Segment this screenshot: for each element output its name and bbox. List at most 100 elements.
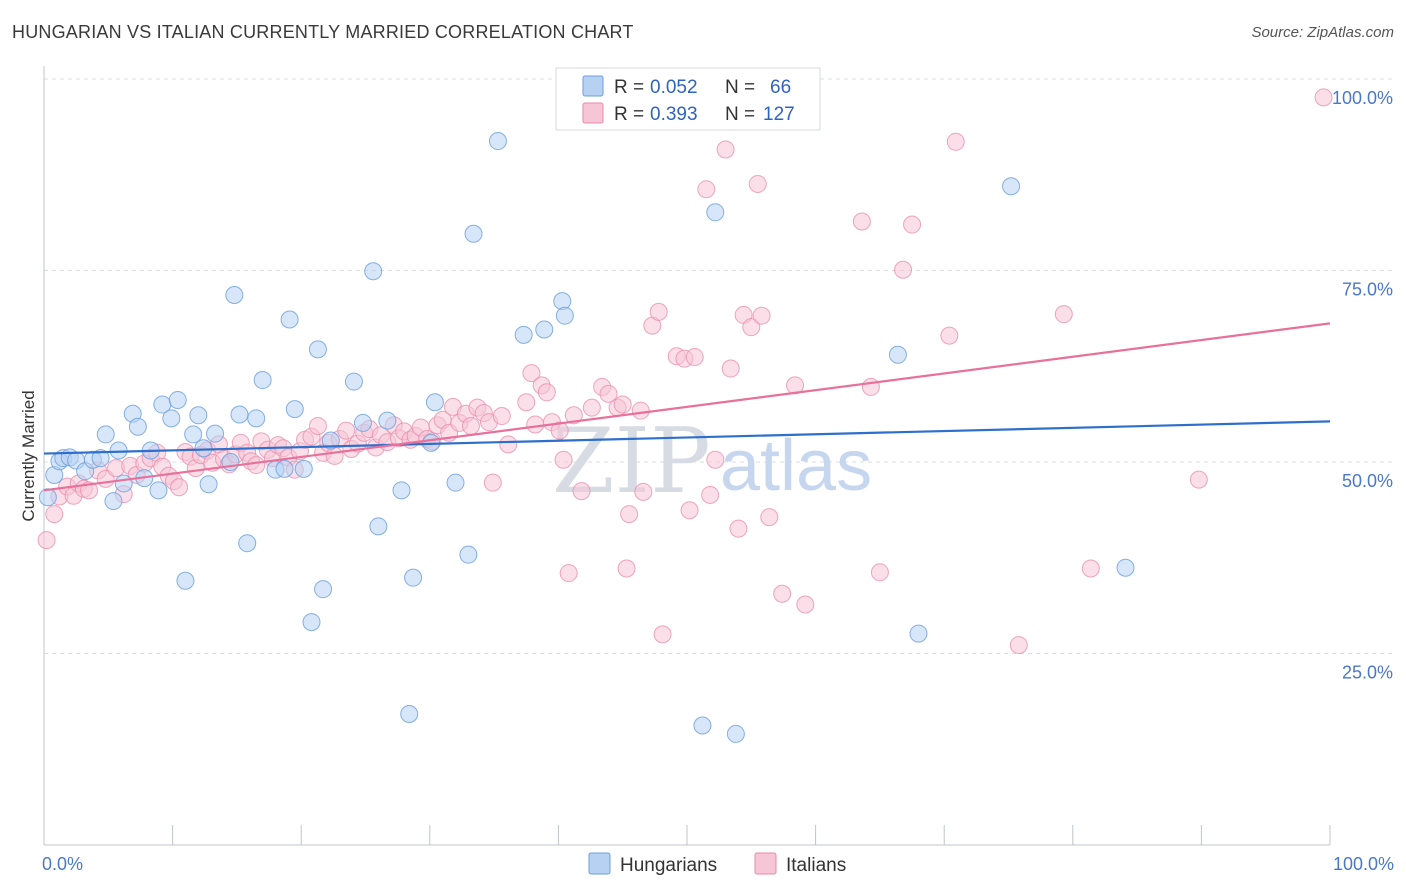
series-hungarians <box>38 132 1135 743</box>
hungarians-point-65 <box>1002 177 1021 196</box>
hungarians-trend-line <box>43 420 1331 455</box>
hungarians-point-42 <box>344 372 363 391</box>
italians-point-1 <box>45 505 64 524</box>
italians-point-126 <box>946 132 965 151</box>
italians-point-72 <box>461 416 480 435</box>
hungarians-point-36 <box>285 400 304 419</box>
hungarians-point-66 <box>1116 558 1135 577</box>
italians-point-120 <box>852 212 871 231</box>
hungarians-point-32 <box>253 371 272 390</box>
y-tick-label-2: 75.0% <box>1342 280 1393 300</box>
hungarians-point-9 <box>96 425 115 444</box>
correlation-legend: R = 0.052 N = 66 R = 0.393 N = 127 <box>555 67 821 131</box>
italians-point-96 <box>620 505 639 524</box>
italians-point-0 <box>37 531 56 550</box>
italians-point-105 <box>685 348 704 367</box>
italians-point-87 <box>559 564 578 583</box>
italians-point-90 <box>582 398 601 417</box>
hungarians-point-41 <box>321 431 340 450</box>
italians-point-81 <box>526 415 545 434</box>
italians-point-110 <box>721 359 740 378</box>
watermark-atlas: atlas <box>720 426 872 506</box>
axes <box>43 66 1331 846</box>
hungarians-point-39 <box>308 340 327 359</box>
bottom-legend-swatch-italians <box>754 852 777 875</box>
hungarians-point-14 <box>128 417 147 436</box>
italians-trend-line <box>43 322 1331 492</box>
legend-r-label-2: R = <box>614 104 644 125</box>
hungarians-point-23 <box>189 406 208 425</box>
italians-point-45 <box>308 416 327 435</box>
italians-point-125 <box>940 326 959 345</box>
italians-point-83 <box>537 383 556 402</box>
italians-point-131 <box>1314 88 1333 107</box>
italians-point-109 <box>716 140 735 159</box>
bottom-legend-hungarians: Hungarians <box>620 855 717 876</box>
bottom-legend-italians: Italians <box>786 855 846 876</box>
hungarians-point-54 <box>464 224 483 243</box>
hungarians-point-19 <box>162 409 181 428</box>
hungarians-point-24 <box>194 439 213 458</box>
italians-point-77 <box>492 407 511 426</box>
italians-point-76 <box>483 473 502 492</box>
x-tick-label-min: 0.0% <box>42 854 83 874</box>
hungarians-point-48 <box>400 705 419 724</box>
hungarians-point-25 <box>199 475 218 494</box>
watermark-zip: ZIP <box>552 409 711 514</box>
italians-point-111 <box>729 519 748 538</box>
italians-point-108 <box>706 450 725 469</box>
italians-point-88 <box>564 406 583 425</box>
hungarians-point-21 <box>176 571 195 590</box>
legend-r-label-1: R = <box>614 77 644 98</box>
hungarians-point-62 <box>726 724 745 743</box>
italians-point-119 <box>796 595 815 614</box>
hungarians-point-10 <box>104 492 123 511</box>
italians-point-98 <box>634 482 653 501</box>
hungarians-point-53 <box>459 545 478 564</box>
hungarians-point-55 <box>488 132 507 151</box>
chart-source: Source: ZipAtlas.com <box>1251 24 1394 41</box>
hungarians-point-56 <box>514 325 533 344</box>
italians-point-104 <box>680 501 699 520</box>
trend-lines <box>43 322 1331 492</box>
hungarians-point-49 <box>404 568 423 587</box>
legend-n-label-1: N = <box>725 77 755 98</box>
hungarians-point-20 <box>168 390 187 409</box>
hungarians-point-47 <box>392 481 411 500</box>
hungarians-point-57 <box>535 320 554 339</box>
italians-point-107 <box>701 485 720 504</box>
hungarians-point-30 <box>238 534 257 553</box>
grid-lines <box>44 78 1392 654</box>
italians-point-97 <box>631 401 650 420</box>
hungarians-point-12 <box>114 474 133 493</box>
italians-point-92 <box>599 384 618 403</box>
legend-r-value-1: 0.052 <box>650 77 698 98</box>
y-tick-label-0: 25.0% <box>1342 663 1393 683</box>
italians-point-50 <box>337 421 356 440</box>
italians-point-100 <box>649 302 668 321</box>
italians-point-117 <box>773 584 792 603</box>
hungarians-point-22 <box>184 425 203 444</box>
italians-point-128 <box>1054 305 1073 324</box>
italians-point-130 <box>1189 470 1208 489</box>
legend-swatch-italians <box>582 102 604 124</box>
italians-point-101 <box>653 625 672 644</box>
hungarians-point-61 <box>706 203 725 222</box>
italians-point-89 <box>572 482 591 501</box>
hungarians-point-31 <box>247 409 266 428</box>
hungarians-point-38 <box>302 613 321 632</box>
italians-point-124 <box>903 215 922 234</box>
hungarians-point-29 <box>230 405 249 424</box>
hungarians-point-51 <box>425 393 444 412</box>
italians-point-80 <box>522 364 541 383</box>
hungarians-point-40 <box>314 580 333 599</box>
hungarians-point-59 <box>555 306 574 325</box>
italians-point-48 <box>325 446 344 465</box>
italians-point-78 <box>499 435 518 454</box>
italians-point-20 <box>170 478 189 497</box>
hungarians-point-44 <box>364 262 383 281</box>
hungarians-point-26 <box>206 424 225 443</box>
italians-point-113 <box>742 318 761 337</box>
italians-point-116 <box>760 508 779 527</box>
